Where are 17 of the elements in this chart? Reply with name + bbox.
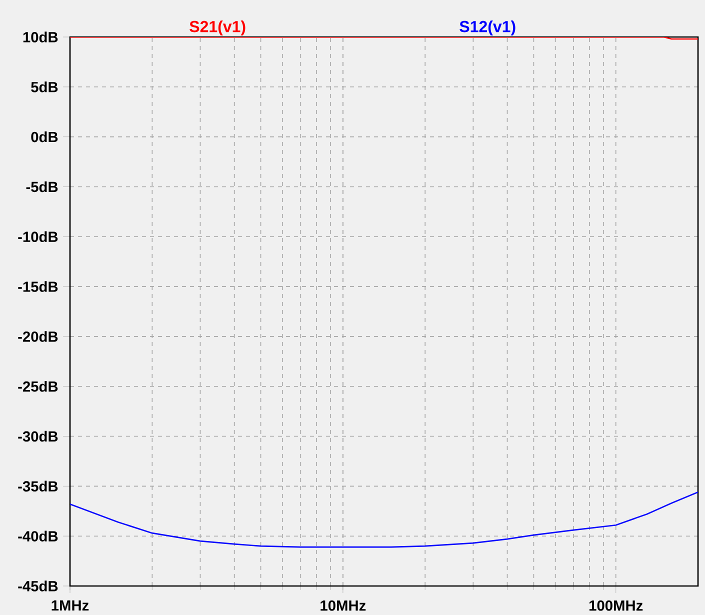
x-tick-label: 100MHz [589, 600, 643, 611]
x-tick-label: 1MHz [52, 600, 89, 610]
y-tick-label: -40dB [18, 530, 58, 542]
y-tick-label: -15dB [18, 281, 58, 292]
y-tick-label: -30dB [18, 430, 58, 442]
y-tick-label: -10dB [18, 231, 58, 242]
y-tick-label: 5dB [31, 81, 58, 92]
x-tick-label: 10MHz [320, 600, 366, 611]
series-label: S21(v1) [190, 20, 246, 36]
y-tick-label: -20dB [18, 330, 58, 342]
text: S12(v1) [460, 20, 516, 36]
y-tick-label: -5dB [26, 181, 58, 192]
y-tick-label: -35dB [18, 480, 58, 492]
y-tick-label: 10dB [23, 32, 58, 42]
y-tick-label: -45dB [18, 580, 58, 592]
y-tick-label: -25dB [18, 380, 58, 392]
y-tick-label: 0dB [31, 131, 58, 142]
